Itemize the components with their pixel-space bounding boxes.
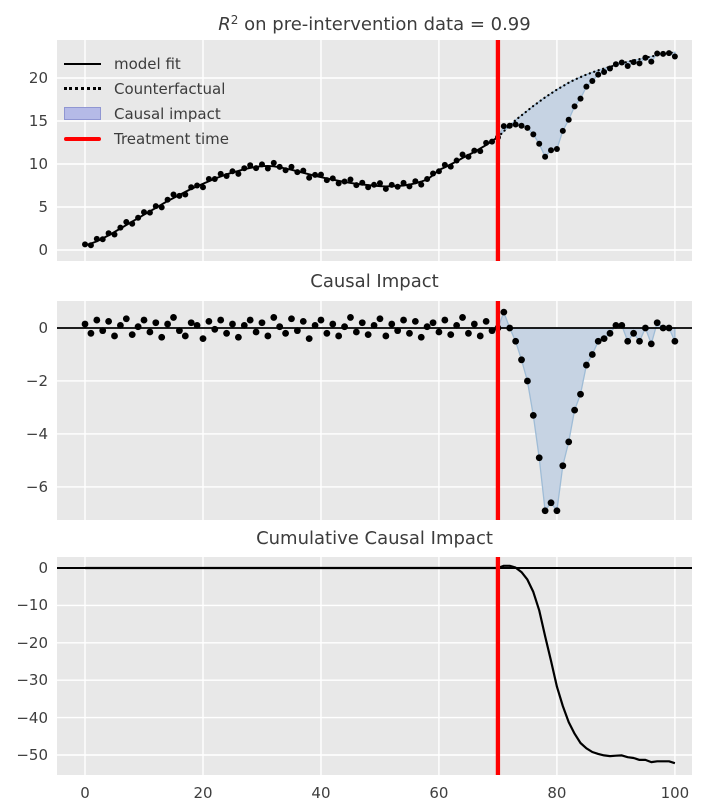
y-tick-label: 10 <box>28 155 48 173</box>
legend-label-causal-impact: Causal impact <box>114 104 221 123</box>
solid-line-icon <box>64 62 101 65</box>
y-tick-label: 15 <box>28 112 48 130</box>
pre-intervention-title: R2 on pre-intervention data = 0.99 <box>57 9 692 36</box>
shaded-patch-icon <box>64 107 101 120</box>
counterfactual-dotted-line <box>496 51 676 139</box>
y-tick-label: −50 <box>16 745 48 764</box>
cumulative-causal-impact-axes <box>57 557 692 775</box>
x-tick-label: 40 <box>311 784 331 802</box>
legend-row-model-fit: model fit <box>64 51 229 76</box>
y-tick-label: −2 <box>25 371 48 390</box>
causal-impact-title: Causal Impact <box>310 271 439 292</box>
legend-label-counterfactual: Counterfactual <box>114 79 226 98</box>
impact-scatter <box>494 308 679 515</box>
model-fit-line-sample <box>64 62 101 65</box>
legend-label-model-fit: model fit <box>114 54 181 73</box>
y-tick-label: −4 <box>25 424 48 443</box>
title-math-r: R <box>218 14 231 35</box>
y-tick-label: 5 <box>38 197 48 216</box>
causal-impact-band <box>497 51 676 158</box>
y-tick-label: −20 <box>16 633 48 652</box>
x-tick-label: 80 <box>547 784 567 802</box>
treatment-time-line-sample <box>64 136 101 141</box>
pre-period-scatter <box>82 138 496 249</box>
post-period-scatter <box>494 50 678 160</box>
y-tick-label: 0 <box>38 240 48 259</box>
model-fit-line <box>84 136 499 247</box>
impact-band <box>496 310 676 513</box>
x-tick-label: 100 <box>660 784 690 802</box>
cumulative-causal-impact-title: Cumulative Causal Impact <box>256 528 493 549</box>
counterfactual-line-sample <box>64 87 101 90</box>
y-tick-label: 0 <box>38 558 48 577</box>
title-superscript-2: 2 <box>230 13 239 27</box>
legend-row-causal-impact: Causal impact <box>64 101 229 126</box>
y-tick-label: 0 <box>38 319 48 337</box>
y-tick-label: −10 <box>16 596 48 615</box>
dotted-line-icon <box>64 87 101 90</box>
cumulative-impact-line <box>85 564 676 765</box>
red-line-icon <box>64 136 101 141</box>
causal-impact-patch-sample <box>64 107 101 120</box>
title-rest: on pre-intervention data = 0.99 <box>238 14 531 35</box>
legend-row-treatment-time: Treatment time <box>64 126 229 151</box>
x-tick-label: 0 <box>80 784 90 802</box>
residual-scatter <box>81 314 496 343</box>
x-tick-label: 20 <box>193 784 213 802</box>
gridlines-2 <box>57 557 692 775</box>
legend: model fit Counterfactual Causal impact T… <box>64 51 229 151</box>
y-tick-label: −40 <box>16 708 48 727</box>
legend-row-counterfactual: Counterfactual <box>64 76 229 101</box>
y-tick-label: −6 <box>25 477 48 496</box>
x-tick-label: 60 <box>429 784 449 802</box>
y-tick-label: −30 <box>16 671 48 690</box>
legend-label-treatment-time: Treatment time <box>114 129 229 148</box>
y-tick-label: 20 <box>28 69 48 87</box>
